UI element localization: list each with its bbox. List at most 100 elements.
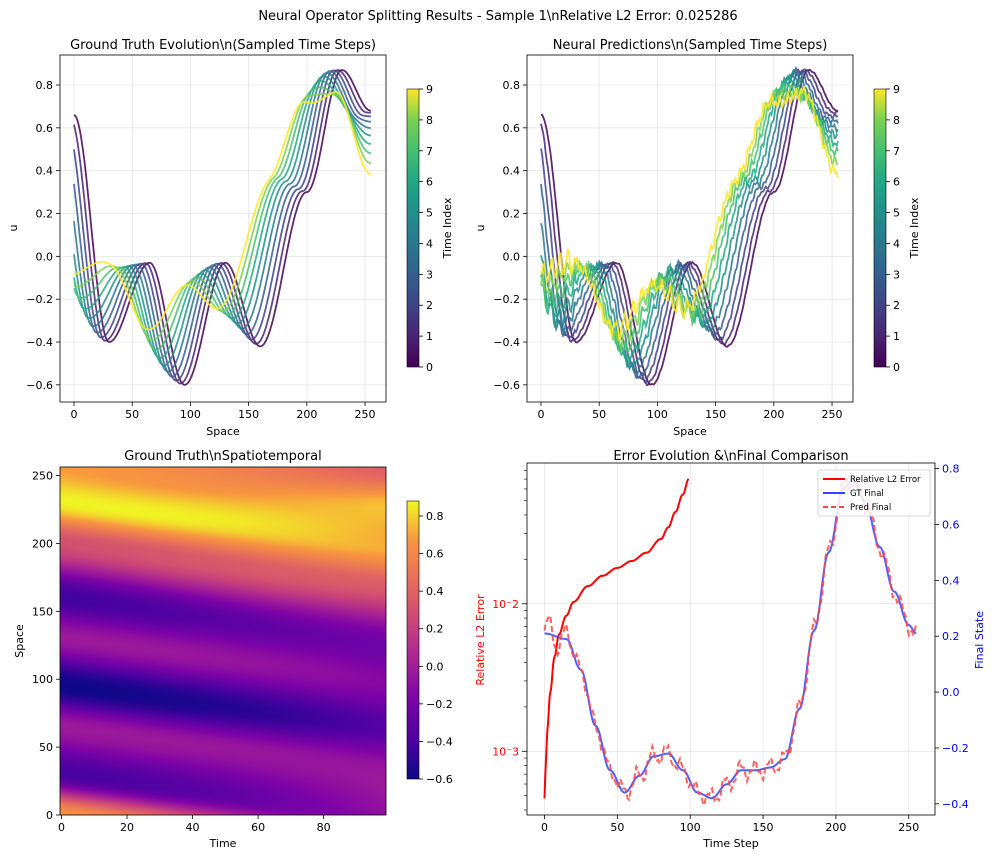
panel2-ylabel: u bbox=[474, 225, 487, 232]
panel4-yticks-right: −0.4 −0.2 0.0 0.2 0.4 0.6 0.8 bbox=[935, 463, 969, 811]
panel3-colorbar bbox=[406, 500, 420, 780]
y-tick-left-label: 10⁻3 bbox=[492, 745, 519, 758]
y-tick-label: 0.6 bbox=[503, 122, 521, 135]
colorbar-tick-label: −0.2 bbox=[426, 698, 453, 711]
panel4-gridlines bbox=[527, 463, 935, 815]
x-tick-label: 200 bbox=[763, 408, 784, 421]
panel3-title: Ground Truth\nSpatiotemporal bbox=[124, 449, 322, 464]
panel3-ylabel: Space bbox=[13, 624, 26, 658]
panel1-ylabel: u bbox=[7, 225, 20, 232]
x-tick-label: 250 bbox=[355, 408, 376, 421]
x-tick-label: 20 bbox=[120, 821, 134, 834]
panel3-colorbar-ticks: −0.6 −0.4 −0.2 0.0 0.2 0.4 0.6 0.8 bbox=[419, 510, 453, 786]
colorbar-tick-label: 5 bbox=[426, 207, 433, 220]
time-series-line-2 bbox=[540, 68, 839, 385]
y-tick-label: −0.2 bbox=[493, 293, 520, 306]
colorbar-tick-label: 0.0 bbox=[426, 660, 444, 673]
colorbar-tick-label: 2 bbox=[893, 299, 900, 312]
panel3-xlabel: Time bbox=[209, 837, 237, 850]
y-tick-right-label: 0.0 bbox=[942, 686, 960, 699]
y-tick-left-label: 10⁻2 bbox=[492, 598, 519, 611]
y-tick-label: −0.2 bbox=[26, 293, 53, 306]
time-series-line-1 bbox=[540, 68, 839, 387]
y-tick-label: 0 bbox=[46, 809, 53, 822]
time-series-line-9 bbox=[73, 90, 372, 331]
panel2-xticks: 0 50 100 150 200 250 bbox=[537, 402, 843, 421]
colorbar-tick-label: 3 bbox=[893, 268, 900, 281]
panel2-xlabel: Space bbox=[673, 425, 707, 438]
y-tick-label: −0.6 bbox=[493, 379, 520, 392]
panel2-lines bbox=[540, 65, 839, 387]
colorbar-tick-label: 6 bbox=[893, 176, 900, 189]
y-tick-label: −0.4 bbox=[26, 336, 53, 349]
panel1-lines bbox=[73, 69, 372, 386]
colorbar-tick-label: 3 bbox=[426, 268, 433, 281]
y-tick-label: 0.2 bbox=[503, 208, 521, 221]
panel1-xlabel: Space bbox=[206, 425, 240, 438]
y-tick-label: 0.6 bbox=[36, 122, 54, 135]
x-tick-label: 250 bbox=[822, 408, 843, 421]
colorbar-tick-label: −0.4 bbox=[426, 735, 453, 748]
panel1-frame bbox=[59, 54, 387, 403]
colorbar-tick-label: 8 bbox=[426, 114, 433, 127]
x-tick-label: 80 bbox=[317, 821, 331, 834]
x-tick-label: 200 bbox=[825, 821, 846, 834]
time-series-line-6 bbox=[73, 80, 371, 359]
x-tick-label: 150 bbox=[238, 408, 259, 421]
x-tick-label: 40 bbox=[186, 821, 200, 834]
panel4-yticks-left: 10⁻3 10⁻2 bbox=[492, 470, 527, 811]
panel1-yticks: −0.6 −0.4 −0.2 0.0 0.2 0.4 0.6 0.8 bbox=[26, 79, 60, 392]
colorbar-tick-label: 7 bbox=[426, 145, 433, 158]
x-tick-label: 0 bbox=[58, 821, 65, 834]
colorbar-tick-label: 6 bbox=[426, 176, 433, 189]
colorbar-tick-label: 4 bbox=[426, 237, 433, 250]
y-tick-label: 50 bbox=[39, 741, 53, 754]
x-tick-label: 250 bbox=[898, 821, 919, 834]
y-tick-label: 100 bbox=[32, 673, 53, 686]
y-tick-right-label: −0.4 bbox=[942, 798, 969, 811]
panel1-title: Ground Truth Evolution\n(Sampled Time St… bbox=[70, 38, 376, 53]
panel3-frame bbox=[59, 466, 387, 816]
panel2-colorbar-label: Time Index bbox=[908, 197, 921, 259]
time-series-line-2 bbox=[73, 69, 371, 382]
panel2-yticks: −0.6 −0.4 −0.2 0.0 0.2 0.4 0.6 0.8 bbox=[493, 79, 527, 392]
legend-label: Pred Final bbox=[850, 503, 891, 513]
panel1-xticks: 0 50 100 150 200 250 bbox=[70, 402, 376, 421]
colorbar-tick-label: 5 bbox=[893, 207, 900, 220]
y-tick-label: 150 bbox=[32, 605, 53, 618]
y-tick-label: −0.6 bbox=[26, 379, 53, 392]
colorbar-tick-label: 2 bbox=[426, 299, 433, 312]
panel3-yticks: 0 50 100 150 200 250 bbox=[32, 470, 60, 822]
x-tick-label: 150 bbox=[753, 821, 774, 834]
y-tick-label: 0.0 bbox=[503, 250, 521, 263]
x-tick-label: 50 bbox=[592, 408, 606, 421]
colorbar-tick-label: 0.6 bbox=[426, 548, 444, 561]
legend-label: GT Final bbox=[850, 489, 884, 499]
neural-predictions-panel: Neural Predictions\n(Sampled Time Steps)… bbox=[474, 38, 921, 438]
panel1-colorbar-label: Time Index bbox=[441, 197, 454, 259]
panel2-colorbar bbox=[873, 88, 887, 368]
colorbar-tick-label: 0 bbox=[893, 361, 900, 374]
panel4-ylabel-left: Relative L2 Error bbox=[474, 594, 487, 686]
colorbar-tick-label: −0.6 bbox=[426, 773, 453, 786]
y-tick-label: −0.4 bbox=[493, 336, 520, 349]
panel4-ylabel-right: Final State bbox=[973, 611, 986, 669]
colorbar-tick-label: 7 bbox=[893, 145, 900, 158]
x-tick-label: 0 bbox=[537, 408, 544, 421]
y-tick-right-label: −0.2 bbox=[942, 742, 969, 755]
x-tick-label: 200 bbox=[296, 408, 317, 421]
colorbar-tick-label: 0.8 bbox=[426, 510, 444, 523]
colorbar-tick-label: 9 bbox=[426, 83, 433, 96]
time-series-line-1 bbox=[73, 69, 371, 385]
panel4-legend: Relative L2 Error GT Final Pred Final bbox=[817, 469, 931, 517]
x-tick-label: 100 bbox=[647, 408, 668, 421]
x-tick-label: 0 bbox=[541, 821, 548, 834]
x-tick-label: 100 bbox=[180, 408, 201, 421]
spatiotemporal-heatmap-panel: Ground Truth\nSpatiotemporal 0 20 40 60 80 0… bbox=[13, 449, 453, 850]
panel1-colorbar bbox=[406, 88, 420, 368]
x-tick-label: 60 bbox=[251, 821, 265, 834]
x-tick-label: 100 bbox=[680, 821, 701, 834]
panel2-frame bbox=[526, 54, 854, 403]
panel2-gridlines bbox=[527, 55, 853, 402]
